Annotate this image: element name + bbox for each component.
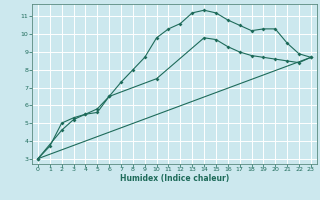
X-axis label: Humidex (Indice chaleur): Humidex (Indice chaleur) (120, 174, 229, 183)
